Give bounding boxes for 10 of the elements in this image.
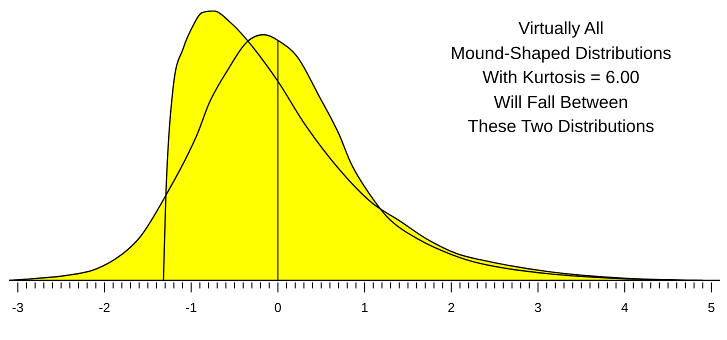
x-tick-label: -1 bbox=[185, 300, 197, 315]
x-tick-label: 5 bbox=[708, 300, 716, 315]
x-tick-label: 0 bbox=[274, 300, 282, 315]
x-tick-label: 4 bbox=[621, 300, 628, 315]
x-tick-label: 3 bbox=[534, 300, 542, 315]
annotation: Virtually All Mound-Shaped Distributions With Kurtosis = 6.00 Will Fall Between These Two Distributions bbox=[450, 17, 672, 138]
x-tick-label: 2 bbox=[448, 300, 455, 315]
x-tick-label: -2 bbox=[98, 300, 110, 315]
x-tick-label: -3 bbox=[12, 300, 24, 315]
x-tick-label: 1 bbox=[360, 300, 368, 315]
